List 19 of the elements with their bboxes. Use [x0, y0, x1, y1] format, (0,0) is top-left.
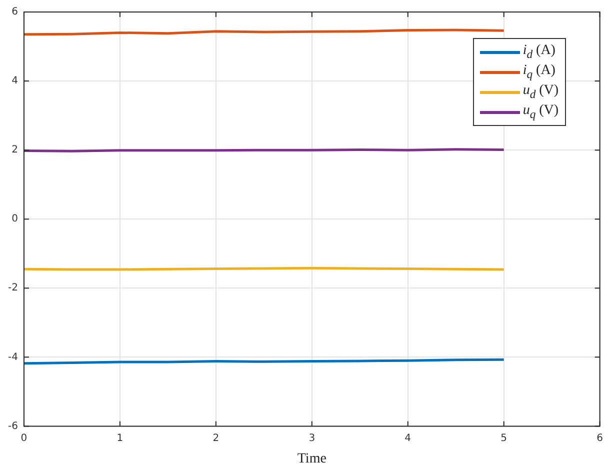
x-tick-label: 1: [116, 432, 124, 444]
y-tick-label: 2: [12, 144, 18, 156]
x-tick-label: 6: [596, 432, 604, 444]
x-tick-label: 0: [20, 432, 28, 444]
y-tick-label: 4: [12, 76, 18, 87]
x-axis-title: Time: [297, 451, 326, 466]
y-tick-label: -2: [8, 282, 18, 294]
x-tick-label: 2: [212, 432, 220, 444]
y-tick-label: 6: [12, 6, 18, 18]
y-tick-label: -6: [8, 420, 18, 432]
x-tick-label: 5: [500, 432, 508, 444]
y-tick-label: 0: [12, 214, 18, 225]
legend-label: i$_{q}$ (A): [522, 63, 556, 81]
x-tick-label: 4: [404, 432, 412, 444]
legend-label: i$_{d}$ (A): [522, 43, 556, 61]
y-tick-label: -4: [8, 352, 18, 363]
x-tick-label: 3: [308, 432, 316, 444]
legend-label: u$_{d}$ (V): [522, 83, 559, 101]
legend-label: u$_{q}$ (V): [522, 103, 559, 121]
